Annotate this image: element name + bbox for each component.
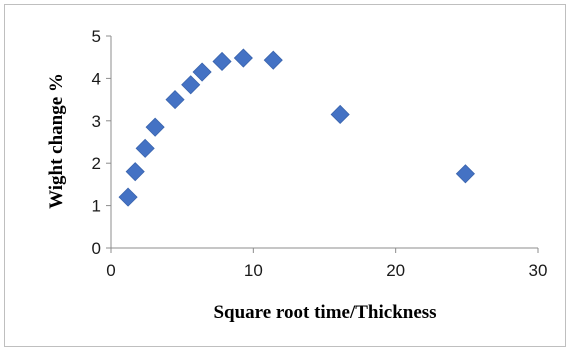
x-tick-label: 30 <box>529 261 548 280</box>
data-point <box>212 51 232 72</box>
data-point <box>165 90 185 110</box>
y-tick-label: 3 <box>92 112 101 131</box>
x-axis-title: Square root time/Thickness <box>213 302 436 323</box>
data-point <box>455 164 475 184</box>
tick-labels: 0 1 2 3 4 5 0 10 20 30 <box>92 27 548 280</box>
data-point <box>135 138 155 158</box>
data-point <box>145 117 165 137</box>
x-tick-label: 20 <box>386 261 405 280</box>
data-point <box>330 104 350 125</box>
y-tick-label: 1 <box>92 197 101 216</box>
data-point <box>192 62 212 82</box>
data-point <box>181 75 201 95</box>
y-axis-title: Wight change % <box>46 73 67 209</box>
y-tick-label: 2 <box>92 154 101 173</box>
data-point <box>125 162 145 182</box>
data-point <box>263 50 283 70</box>
x-tick-label: 10 <box>244 261 263 280</box>
y-tick-label: 5 <box>92 27 101 46</box>
data-points <box>118 48 475 207</box>
x-tick-label: 0 <box>106 261 115 280</box>
data-point <box>233 48 253 68</box>
axes <box>106 35 539 253</box>
y-tick-label: 0 <box>92 239 101 258</box>
y-tick-label: 4 <box>92 69 101 88</box>
data-point <box>118 187 138 207</box>
